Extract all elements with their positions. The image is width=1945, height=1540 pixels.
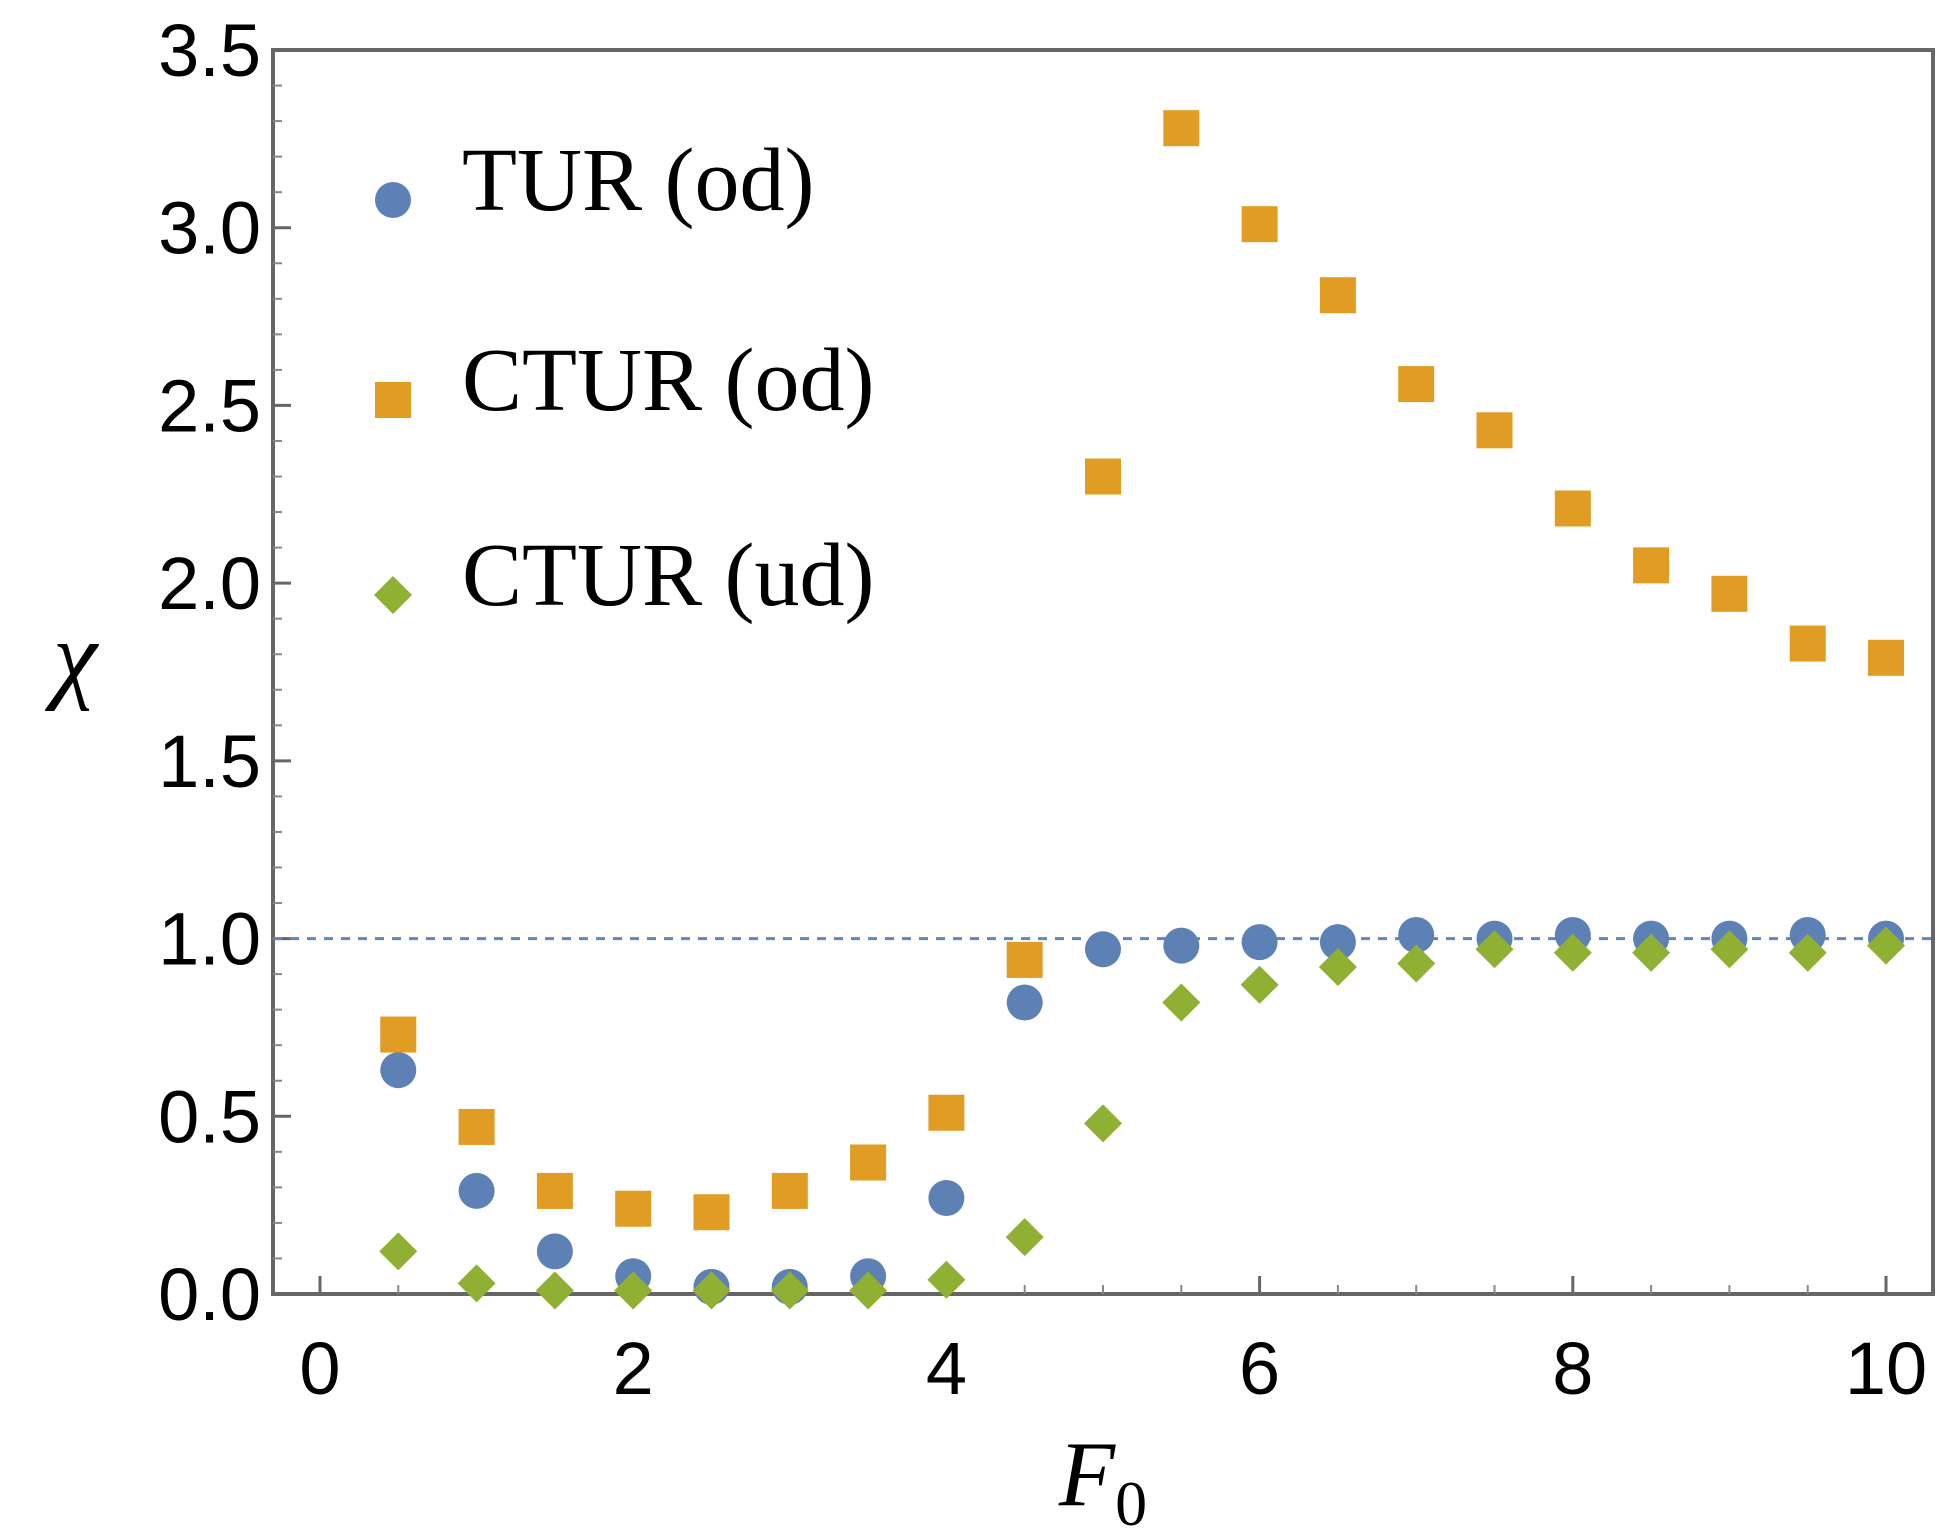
data-point-ctur-ud	[1553, 933, 1592, 972]
data-point-ctur-ud	[1005, 1218, 1044, 1257]
data-point-ctur-ud	[379, 1232, 418, 1271]
legend-item-ctur-od: CTUR (od)	[375, 331, 874, 430]
data-point-ctur-od	[380, 1016, 417, 1053]
data-point-tur-od	[1085, 931, 1121, 968]
x-axis-label-subscript: 0	[1115, 1468, 1147, 1539]
data-point-ctur-od	[1085, 458, 1121, 495]
data-point-tur-od	[1006, 984, 1043, 1021]
data-point-ctur-ud	[1240, 965, 1279, 1004]
legend-item-ctur-ud: CTUR (ud)	[374, 526, 874, 625]
data-point-ctur-od	[1006, 941, 1043, 978]
data-point-ctur-ud	[1162, 983, 1201, 1022]
x-tick-label-2: 2	[613, 1327, 654, 1410]
data-point-ctur-ud	[535, 1271, 574, 1310]
legend-marker-ctur-ud	[374, 576, 412, 614]
data-point-ctur-ud	[1710, 930, 1749, 969]
data-point-tur-od	[1241, 924, 1278, 961]
minor-ticks	[273, 84, 1809, 1294]
y-tick-label-0-5: 0.5	[158, 1075, 261, 1158]
series-ctur-od	[380, 110, 1905, 1231]
data-point-tur-od	[380, 1052, 417, 1089]
y-tick-label-1-5: 1.5	[158, 720, 261, 803]
legend-label-ctur-ud: CTUR (ud)	[462, 526, 874, 625]
data-point-ctur-ud	[1632, 933, 1671, 972]
data-point-ctur-ud	[849, 1271, 888, 1310]
data-point-ctur-od	[1633, 547, 1670, 584]
data-point-ctur-ud	[770, 1271, 809, 1310]
legend: TUR (od) CTUR (od) CTUR (ud)	[374, 131, 874, 625]
y-tick-label-3-5: 3.5	[158, 9, 261, 92]
x-tick-labels: 0 2 4 6 8 10	[299, 1327, 1927, 1410]
data-point-ctur-od	[1319, 277, 1356, 314]
data-point-ctur-ud	[614, 1271, 653, 1310]
data-point-ctur-ud	[1397, 944, 1436, 983]
x-tick-label-4: 4	[926, 1327, 967, 1410]
data-point-ctur-od	[1398, 366, 1435, 403]
x-axis-label-main: F	[1058, 1423, 1116, 1525]
data-point-ctur-ud	[1318, 948, 1357, 987]
y-tick-label-0-0: 0.0	[158, 1253, 261, 1336]
data-point-ctur-od	[536, 1172, 573, 1209]
y-tick-label-2-5: 2.5	[158, 364, 261, 447]
legend-label-tur-od: TUR (od)	[462, 131, 814, 230]
x-axis-label: F0	[1058, 1423, 1147, 1539]
x-tick-label-6: 6	[1239, 1327, 1280, 1410]
y-tick-label-2-0: 2.0	[158, 542, 261, 625]
x-tick-label-8: 8	[1552, 1327, 1593, 1410]
data-point-ctur-od	[1163, 110, 1200, 147]
y-tick-label-1-0: 1.0	[158, 898, 261, 981]
data-point-ctur-ud	[692, 1271, 731, 1310]
legend-marker-tur-od	[375, 182, 411, 218]
data-point-tur-od	[1319, 924, 1356, 961]
data-point-ctur-ud	[1788, 933, 1827, 972]
legend-marker-ctur-od	[375, 382, 411, 418]
data-point-tur-od	[928, 1180, 965, 1217]
data-point-ctur-ud	[1867, 926, 1906, 965]
data-point-tur-od	[1163, 927, 1200, 964]
data-point-ctur-od	[1476, 412, 1513, 449]
x-tick-label-10: 10	[1845, 1327, 1927, 1410]
data-point-tur-od	[536, 1233, 573, 1270]
data-point-ctur-od	[458, 1108, 495, 1145]
y-tick-label-3-0: 3.0	[158, 187, 261, 270]
data-point-ctur-od	[693, 1194, 730, 1231]
data-point-ctur-od	[850, 1144, 887, 1181]
data-point-ctur-od	[1554, 490, 1591, 527]
data-point-ctur-ud	[927, 1260, 966, 1299]
legend-item-tur-od: TUR (od)	[375, 131, 814, 230]
data-point-ctur-od	[928, 1094, 965, 1131]
data-marks	[379, 110, 1906, 1310]
data-point-ctur-od	[771, 1172, 808, 1209]
data-point-ctur-ud	[1475, 930, 1514, 969]
series-ctur-ud	[379, 926, 1906, 1310]
data-point-ctur-ud	[1084, 1104, 1122, 1143]
data-point-tur-od	[458, 1172, 495, 1209]
y-axis-label: χ	[44, 601, 100, 712]
legend-label-ctur-od: CTUR (od)	[462, 331, 874, 430]
y-tick-labels: 0.0 0.5 1.0 1.5 2.0 2.5 3.0 3.5	[158, 9, 261, 1336]
x-tick-label-0: 0	[299, 1327, 340, 1410]
data-point-ctur-od	[1789, 625, 1826, 662]
data-point-ctur-od	[1868, 639, 1905, 676]
data-point-tur-od	[1398, 917, 1435, 954]
data-point-ctur-od	[1711, 575, 1748, 612]
data-point-ctur-ud	[457, 1264, 496, 1303]
data-point-ctur-od	[615, 1190, 652, 1227]
data-point-ctur-od	[1241, 206, 1278, 243]
